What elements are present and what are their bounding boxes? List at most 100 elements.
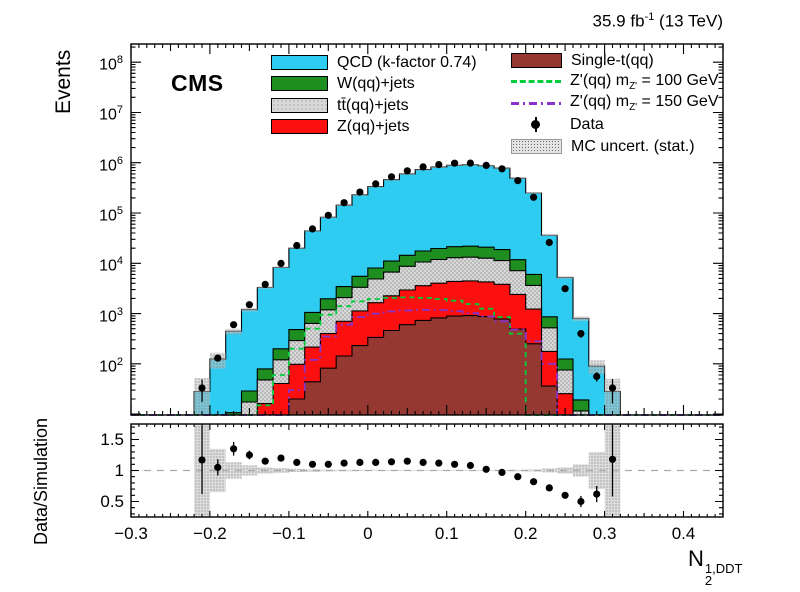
ratio-band bbox=[573, 464, 589, 477]
legend-label-mc-uncert: MC uncert. (stat.) bbox=[571, 137, 695, 155]
data-point bbox=[356, 188, 364, 196]
data-point bbox=[593, 372, 601, 381]
ratio-point bbox=[340, 459, 348, 467]
x-title-script: 1,DDT 2 bbox=[704, 562, 743, 588]
data-point bbox=[387, 173, 396, 181]
legend-label-single-t: Single-t(qq) bbox=[571, 51, 654, 69]
data-point bbox=[261, 280, 269, 288]
ratio-band bbox=[352, 469, 368, 472]
ratio-point bbox=[419, 458, 427, 466]
legend-item-z-jets: Z(qq)+jets bbox=[271, 118, 409, 135]
data-point bbox=[324, 211, 332, 219]
x-tick-label: −0.3 bbox=[114, 524, 148, 543]
legend-item-zprime150: Z'(qq) mZ' = 150 GeV bbox=[511, 93, 719, 114]
data-point bbox=[577, 330, 585, 338]
data-point bbox=[514, 177, 522, 185]
y-tick-label: 105 bbox=[99, 205, 123, 225]
ratio-point bbox=[466, 461, 474, 470]
lumi-text: 35.9 fb bbox=[592, 11, 645, 31]
x-tick-label: −0.2 bbox=[193, 524, 227, 543]
single-t-swatch bbox=[511, 53, 562, 68]
legend-item-w-jets: W(qq)+jets bbox=[271, 75, 415, 92]
ratio-point bbox=[608, 455, 617, 463]
y-tick-label: 106 bbox=[99, 154, 123, 175]
data-point bbox=[230, 321, 238, 329]
ratio-point bbox=[324, 460, 332, 468]
x-tick-label: 0.2 bbox=[513, 524, 538, 543]
data-point bbox=[482, 161, 490, 169]
data-point bbox=[293, 241, 301, 250]
legend-item-qcd: QCD (k-factor 0.74) bbox=[271, 54, 477, 71]
mc-uncertainty-band bbox=[225, 328, 242, 335]
y-tick-label: 104 bbox=[99, 255, 123, 275]
ratio-point bbox=[387, 458, 396, 466]
lumi-exponent: -1 bbox=[644, 11, 655, 23]
data-point bbox=[372, 180, 380, 188]
main-frame bbox=[130, 43, 724, 416]
data-point bbox=[561, 285, 569, 293]
ratio-point bbox=[561, 491, 569, 499]
mc-uncertainty-band bbox=[241, 307, 258, 312]
mc-uncertainty-band bbox=[273, 266, 289, 269]
ratio-point bbox=[482, 465, 490, 473]
ratio-point bbox=[245, 451, 253, 459]
ratio-band bbox=[288, 468, 305, 472]
ratio-point bbox=[308, 460, 317, 468]
ratio-axis-title: Data/Simulation bbox=[31, 417, 51, 545]
x-title-subscript: 2 bbox=[704, 573, 713, 588]
legend-item-single-t: Single-t(qq) bbox=[511, 52, 654, 69]
data-point bbox=[245, 301, 253, 309]
ratio-point bbox=[356, 458, 364, 466]
mc-uncertainty-band bbox=[541, 234, 558, 236]
ttbar-swatch bbox=[271, 98, 328, 113]
ratio-band bbox=[304, 469, 321, 472]
legend-label-zprime150: Z'(qq) mZ' = 150 GeV bbox=[570, 93, 719, 114]
ratio-band bbox=[225, 462, 242, 479]
ratio-band bbox=[446, 470, 463, 471]
legend-item-ttbar: tt̄(qq)+jets bbox=[271, 97, 409, 114]
legend-item-zprime100: Z'(qq) mZ' = 100 GeV bbox=[511, 72, 719, 93]
legend-item-mc-uncert: MC uncert. (stat.) bbox=[511, 138, 695, 155]
legend-label-data: Data bbox=[570, 115, 604, 133]
zprime150-swatch bbox=[511, 102, 561, 105]
luminosity-label: 35.9 fb-1 (13 TeV) bbox=[380, 11, 723, 32]
x-title-base: N bbox=[688, 546, 704, 571]
data-point bbox=[340, 199, 348, 207]
ratio-point bbox=[198, 456, 206, 464]
data-point bbox=[545, 238, 553, 247]
zprime100-swatch bbox=[511, 79, 561, 86]
ratio-point bbox=[593, 490, 601, 498]
x-tick-label: 0.3 bbox=[592, 524, 617, 543]
ratio-point bbox=[403, 457, 411, 465]
x-axis-title: N 1,DDT 2 bbox=[688, 546, 742, 587]
mc-uncertainty-band bbox=[573, 316, 589, 321]
ratio-point bbox=[261, 457, 269, 465]
y-tick-label: 107 bbox=[99, 104, 123, 124]
data-point bbox=[466, 159, 474, 167]
legend-label-zprime100: Z'(qq) mZ' = 100 GeV bbox=[570, 72, 719, 93]
signal-zprime-100 bbox=[131, 296, 723, 416]
ratio-point bbox=[514, 473, 522, 481]
data-point bbox=[435, 161, 443, 169]
axis-tick bbox=[130, 44, 724, 517]
data-point bbox=[308, 225, 317, 233]
lumi-energy: (13 TeV) bbox=[654, 11, 723, 31]
y-axis-title: Events bbox=[52, 49, 75, 114]
ratio-point bbox=[545, 484, 553, 492]
x-tick-label: 0.4 bbox=[671, 524, 696, 543]
ratio-point bbox=[577, 497, 585, 506]
data-point bbox=[608, 384, 617, 392]
data-point bbox=[214, 354, 222, 362]
x-tick-label: 0 bbox=[363, 524, 373, 543]
data-point bbox=[451, 159, 459, 167]
y-tick-label: 102 bbox=[99, 355, 123, 376]
data-point bbox=[530, 193, 538, 201]
mc-uncertainty-band bbox=[557, 276, 573, 279]
ratio-tick-label: 1.5 bbox=[100, 429, 124, 449]
w-jets-swatch bbox=[271, 76, 328, 91]
data-point bbox=[419, 163, 427, 171]
data-marker-swatch bbox=[511, 116, 561, 133]
qcd-swatch bbox=[271, 55, 328, 70]
ratio-point bbox=[277, 454, 285, 462]
ratio-point bbox=[451, 460, 459, 468]
